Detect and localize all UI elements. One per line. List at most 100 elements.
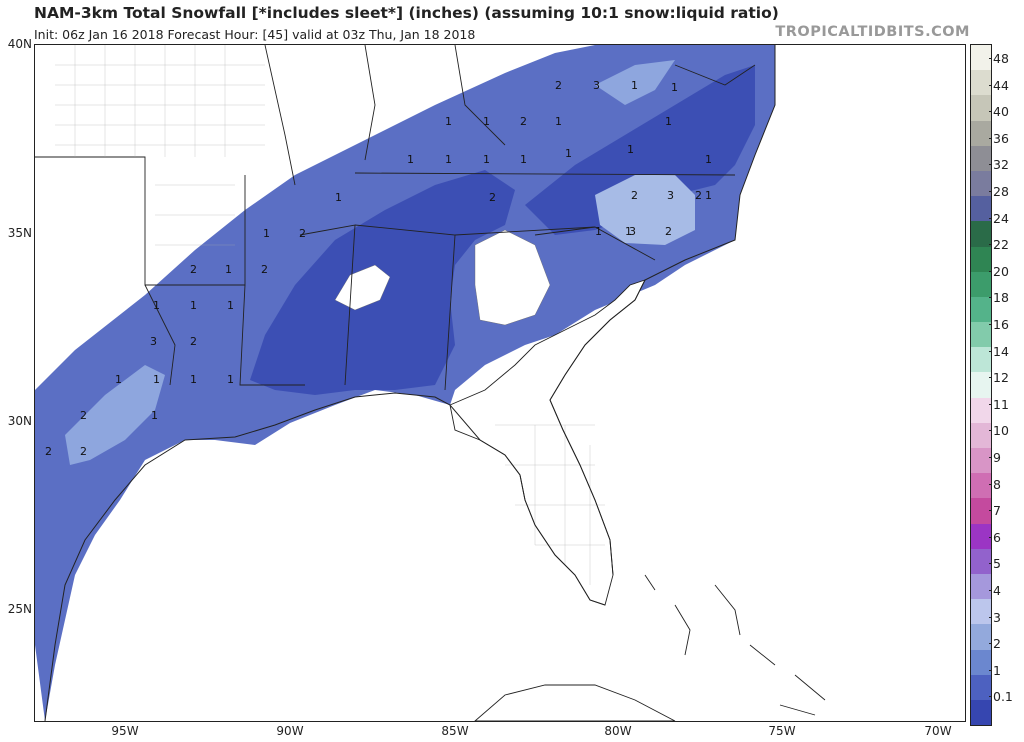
snow-amount-label: 1 (115, 373, 122, 386)
snow-amount-label: 1 (705, 189, 712, 202)
snow-amount-label: 1 (190, 299, 197, 312)
colorbar-tick-label: 28 (989, 184, 1009, 199)
snow-amount-label: 2 (695, 189, 702, 202)
colorbar-tick-label: 14 (989, 343, 1009, 359)
snow-amount-label: 1 (555, 115, 562, 128)
lon-label-80w: 80W (604, 724, 632, 738)
snow-amount-label: 1 (445, 115, 452, 128)
snow-amount-label: 1 (627, 143, 634, 156)
colorbar-tick-label: 2 (989, 636, 1001, 652)
colorbar-tick-label: 16 (989, 317, 1009, 332)
lon-label-75w: 75W (768, 724, 796, 738)
map-subtitle: Init: 06z Jan 16 2018 Forecast Hour: [45… (34, 27, 476, 42)
colorbar-swatch (971, 674, 991, 700)
snow-amount-label: 2 (261, 263, 268, 276)
colorbar-swatch (971, 473, 991, 499)
snow-amount-label: 1 (151, 409, 158, 422)
snow-amount-label: 1 (671, 81, 678, 94)
colorbar-tick-label: 4 (989, 583, 1001, 598)
brand-watermark: TROPICALTIDBITS.COM (775, 24, 970, 40)
snow-amount-label: 1 (407, 153, 414, 166)
snow-amount-label: 1 (631, 79, 638, 92)
land-cuba (474, 684, 676, 721)
colorbar-swatch (971, 145, 991, 171)
snow-amount-label: 2 (190, 335, 197, 348)
colorbar-tick-label: 44 (989, 77, 1009, 93)
snowfall-highlight-tx (65, 365, 165, 465)
colorbar-swatch (971, 45, 991, 71)
snow-amount-label: 1 (227, 373, 234, 386)
snow-amount-label: 2 (45, 445, 52, 458)
colorbar-tick-label: 20 (989, 263, 1009, 279)
snow-amount-label: 1 (483, 153, 490, 166)
snow-amount-label: 3 (593, 79, 600, 92)
snow-amount-label: 1 (565, 147, 572, 160)
snow-amount-label: 2 (80, 409, 87, 422)
colorbar-tick-label: 12 (989, 370, 1009, 386)
land-bahamas (644, 574, 826, 716)
snowfall-band-dark-ne (525, 65, 755, 235)
colorbar-swatch (971, 347, 991, 373)
lat-label-25n: 25N (7, 602, 32, 616)
snow-amount-label: 1 (520, 153, 527, 166)
colorbar-swatch (971, 573, 991, 600)
snow-amount-label: 1 (153, 373, 160, 386)
snowfree-gap-al (334, 264, 391, 311)
state-boundaries (35, 45, 756, 391)
colorbar-swatch (971, 523, 991, 549)
colorbar-swatch (971, 548, 991, 574)
snow-amount-label: 2 (489, 191, 496, 204)
snow-amount-label: 1 (625, 225, 632, 238)
colorbar-tick-label: 32 (989, 157, 1009, 173)
colorbar-swatch (971, 120, 991, 146)
snow-amount-label: 2 (299, 227, 306, 240)
colorbar-tick-label: 18 (989, 290, 1009, 306)
snow-amount-label: 1 (445, 153, 452, 166)
colorbar-swatch (971, 448, 991, 474)
snow-amount-label: 2 (555, 79, 562, 92)
colorbar-tick-label: 9 (989, 450, 1001, 465)
colorbar-tick-label: 8 (989, 476, 1001, 492)
colorbar-swatch (971, 221, 991, 247)
colorbar-swatch (971, 70, 991, 96)
colorbar-tick-label: 11 (989, 396, 1009, 412)
colorbar-swatch (971, 498, 991, 524)
snow-amount-label: 3 (150, 335, 157, 348)
snowfall-highlight-va (595, 60, 675, 105)
snow-amount-label: 3 (667, 189, 674, 202)
snow-amount-label: 2 (520, 115, 527, 128)
colorbar (970, 44, 992, 727)
colorbar-swatch (971, 397, 991, 423)
colorbar-swatch (971, 322, 991, 348)
snow-amount-label: 1 (153, 299, 160, 312)
colorbar-tick-label: 48 (989, 51, 1009, 66)
colorbar-tick-label: 24 (989, 210, 1009, 226)
colorbar-swatch (971, 599, 991, 625)
lon-label-90w: 90W (276, 724, 304, 738)
snow-amount-label: 1 (225, 263, 232, 276)
colorbar-swatch (971, 296, 991, 323)
snow-amount-label: 1 (665, 115, 672, 128)
snow-amount-label: 2 (631, 189, 638, 202)
snow-amount-label: 1 (227, 299, 234, 312)
colorbar-swatch (971, 372, 991, 398)
snow-amount-label: 2 (665, 225, 672, 238)
lon-label-70w: 70W (924, 724, 952, 738)
colorbar-tick-label: 40 (989, 104, 1009, 120)
lat-label-30n: 30N (7, 414, 32, 428)
snow-amount-label: 2 (80, 445, 87, 458)
lat-label-35n: 35N (7, 226, 32, 240)
snow-amount-label: 1 (595, 225, 602, 238)
snow-amount-label: 1 (190, 373, 197, 386)
gulf-coastline (44, 392, 606, 721)
colorbar-swatch (971, 95, 991, 121)
colorbar-swatch (971, 699, 991, 726)
colorbar-tick-label: 22 (989, 237, 1009, 253)
colorbar-swatch (971, 246, 991, 272)
snow-amount-label: 1 (705, 153, 712, 166)
map-title: NAM-3km Total Snowfall [*includes sleet*… (34, 4, 779, 22)
colorbar-tick-label: 0.1 (989, 689, 1013, 705)
